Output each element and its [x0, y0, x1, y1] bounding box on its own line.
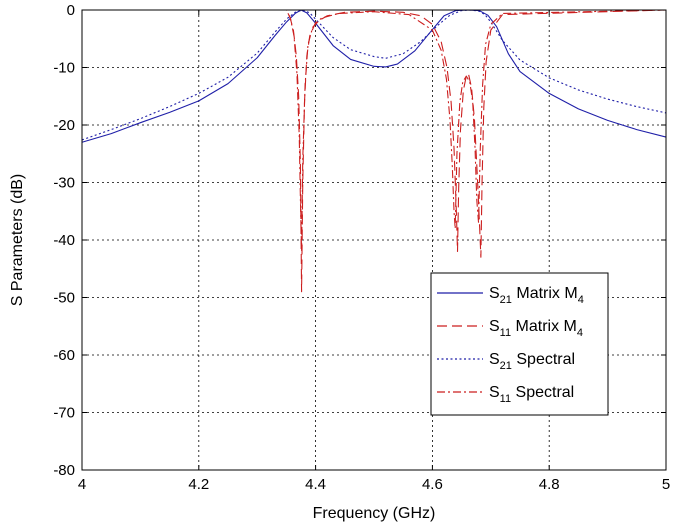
y-tick-label: -30: [53, 175, 75, 192]
y-ticks: 0 -10 -20 -30 -40 -50 -60 -70 -80: [53, 2, 666, 479]
series-layer: [81, 9, 667, 293]
series-s11-spectral: [82, 9, 667, 253]
x-axis-label: Frequency (GHz): [313, 505, 436, 522]
legend-entry-s21-matrix-m4: S21 Matrix M4: [489, 285, 584, 306]
y-tick-label: -50: [53, 290, 75, 307]
y-tick-label: -40: [53, 232, 75, 249]
x-tick-label: 4.6: [422, 476, 443, 493]
y-tick-label: -80: [53, 462, 75, 479]
series-s21-matrix-m4: [81, 9, 667, 143]
legend-entry-s21-spectral: S21 Spectral: [489, 351, 575, 372]
legend-entry-s11-matrix-m4: S11 Matrix M4: [489, 318, 583, 339]
y-tick-label: 0: [67, 2, 75, 19]
x-tick-label: 4.8: [539, 476, 560, 493]
plot-frame: [81, 9, 667, 471]
legend-entry-s11-spectral: S11 Spectral: [489, 384, 574, 405]
x-tick-label: 5: [662, 476, 670, 493]
x-tick-label: 4.2: [188, 476, 209, 493]
x-tick-label: 4.4: [305, 476, 326, 493]
series-s21-spectral: [81, 9, 667, 141]
y-tick-label: -10: [53, 60, 75, 77]
y-axis-label: S Parameters (dB): [9, 174, 26, 306]
y-tick-label: -20: [53, 117, 75, 134]
legend: S21 Matrix M4 S11 Matrix M4 S21 Spectral S1…: [430, 272, 609, 416]
legend-box: [430, 272, 609, 416]
x-tick-label: 4: [78, 476, 86, 493]
x-ticks: 4 4.2 4.4 4.6 4.8 5: [78, 10, 670, 493]
y-tick-label: -70: [53, 405, 75, 422]
y-tick-label: -60: [53, 347, 75, 364]
